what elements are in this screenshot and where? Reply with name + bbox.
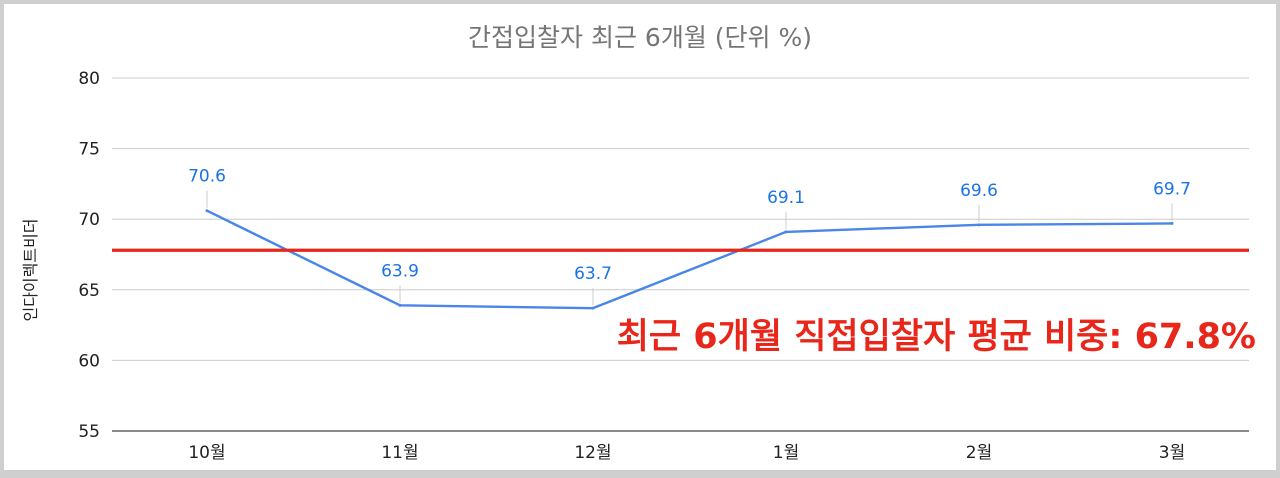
data-label: 69.6 [960, 181, 998, 201]
data-label: 63.9 [381, 261, 419, 281]
x-tick-label: 11월 [381, 443, 418, 463]
series-layer [205, 209, 1174, 310]
y-tick-label: 70 [78, 210, 100, 230]
x-tick-label: 12월 [574, 443, 611, 463]
y-tick-label: 60 [78, 351, 100, 371]
series-line [205, 209, 1174, 310]
data-point [205, 209, 209, 213]
y-tick-label: 75 [78, 140, 100, 160]
data-point [398, 303, 402, 307]
data-point [784, 230, 788, 234]
y-axis-label: 인다이렉트비더 [21, 218, 40, 321]
gridlines [112, 77, 1249, 432]
data-labels: 70.6 63.9 63.7 69.1 69.6 69.7 [188, 167, 1191, 310]
x-tick-label: 10월 [188, 443, 225, 463]
data-point [1170, 221, 1174, 225]
data-point [591, 306, 595, 310]
y-tick-labels: 55 60 65 70 75 80 [78, 69, 100, 442]
y-tick-label: 55 [78, 422, 100, 442]
data-point [977, 223, 981, 227]
x-tick-labels: 10월 11월 12월 1월 2월 3월 [188, 443, 1185, 463]
data-label: 63.7 [574, 264, 612, 284]
data-label: 69.7 [1153, 179, 1191, 199]
y-tick-label: 80 [78, 69, 100, 89]
line-chart: 간접입찰자 최근 6개월 (단위 %) 인다이렉트비더 55 60 65 70 75 80… [21, 23, 1256, 463]
data-label: 70.6 [188, 167, 226, 187]
x-tick-label: 2월 [966, 443, 992, 463]
x-tick-label: 3월 [1159, 443, 1185, 463]
y-tick-label: 65 [78, 281, 100, 301]
chart-frame: 간접입찰자 최근 6개월 (단위 %) 인다이렉트비더 55 60 65 70 75 80… [4, 4, 1276, 470]
chart-title: 간접입찰자 최근 6개월 (단위 %) [468, 23, 812, 52]
average-annotation: 최근 6개월 직접입찰자 평균 비중: 67.8% [617, 317, 1256, 357]
x-tick-label: 1월 [773, 443, 799, 463]
data-label: 69.1 [767, 188, 805, 208]
